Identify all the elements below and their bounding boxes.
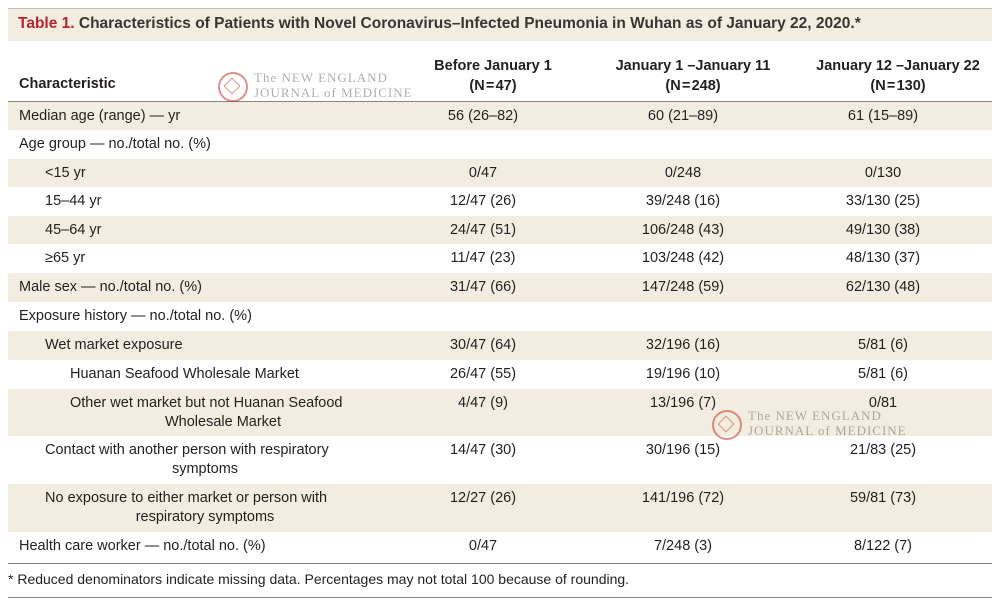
table-row: Wet market exposure 30/47 (64) 32/196 (1… [8,331,992,360]
header-col2-line1: January 1 –January 11 [615,58,771,74]
table-title-bar: Table 1. Characteristics of Patients wit… [8,8,992,42]
cell-col2: 0/248 [664,165,702,181]
row-label: 45–64 yr [45,222,102,238]
cell-col2: 103/248 (42) [641,250,725,266]
table-title-text: Characteristics of Patients with Novel C… [78,15,861,32]
table-title: Table 1. Characteristics of Patients wit… [18,15,861,33]
header-before-jan-1: Before January 1 (N = 47) [393,56,593,96]
table-row: Male sex — no./total no. (%) 31/47 (66) … [8,273,992,302]
table-row: Age group — no./total no. (%) [8,130,992,159]
header-rule [8,101,992,102]
table-row: 15–44 yr 12/47 (26) 39/248 (16) 33/130 (… [8,187,992,216]
table-footnote: * Reduced denominators indicate missing … [8,571,630,587]
cell-col3: 48/130 (37) [845,250,921,266]
cell-col3: 62/130 (48) [845,279,921,295]
cell-col1: 0/47 [468,538,498,554]
row-label-line1: Contact with another person with respira… [45,442,329,458]
row-label-line1: Other wet market but not Huanan Seafood [70,395,343,411]
cell-col3: 5/81 (6) [858,366,908,382]
cell-col1: 56 (26–82) [447,108,519,124]
table-label: Table 1. [18,15,75,32]
table-row: 45–64 yr 24/47 (51) 106/248 (43) 49/130 … [8,216,992,244]
cell-col3: 5/81 (6) [858,337,908,353]
cell-col2: 7/248 (3) [653,538,713,554]
row-label: <15 yr [45,165,86,181]
header-jan-1-11: January 1 –January 11 (N = 248) [583,56,803,96]
row-label: Age group — no./total no. (%) [19,136,211,152]
header-col2-line2: (N = 248) [665,78,721,94]
cell-col2: 106/248 (43) [641,222,725,238]
table-row: ≥65 yr 11/47 (23) 103/248 (42) 48/130 (3… [8,244,992,273]
row-label: Huanan Seafood Wholesale Market [70,366,299,382]
header-col1-line2: (N = 47) [469,78,517,94]
cell-col1: 11/47 (23) [450,250,516,266]
row-label: Wet market exposure [45,337,183,353]
header-col1-line1: Before January 1 [434,58,552,74]
row-label: Median age (range) — yr [19,108,181,124]
row-label: Health care worker — no./total no. (%) [19,538,266,554]
cell-col2: 39/248 (16) [645,193,721,209]
row-label-line2: respiratory symptoms [135,509,275,525]
table-row: Exposure history — no./total no. (%) [8,302,992,331]
table-row: <15 yr 0/47 0/248 0/130 [8,159,992,187]
row-label: 15–44 yr [45,193,102,209]
cell-col1: 26/47 (55) [449,366,517,382]
row-label: ≥65 yr [45,250,86,266]
row-label-line1: No exposure to either market or person w… [45,490,328,506]
table-row: Huanan Seafood Wholesale Market 26/47 (5… [8,360,992,389]
table-header: Characteristic Before January 1 (N = 47)… [8,41,992,101]
row-label: Male sex — no./total no. (%) [19,279,202,295]
cell-col1: 4/47 (9) [458,395,508,411]
cell-col2: 141/196 (72) [641,490,725,506]
cell-col1: 30/47 (64) [449,337,517,353]
table-row: Other wet market but not Huanan Seafood … [8,389,992,436]
cell-col3: 61 (15–89) [847,108,919,124]
cell-col1: 12/47 (26) [449,193,517,209]
cell-col1: 14/47 (30) [449,442,517,458]
cell-col2: 32/196 (16) [645,337,721,353]
header-characteristic: Characteristic [19,76,116,92]
header-col3-line1: January 12 –January 22 [816,58,980,74]
cell-col2: 30/196 (15) [645,442,721,458]
table-row: Health care worker — no./total no. (%) 0… [8,532,992,562]
cell-col2: 13/196 (7) [649,395,717,411]
cell-col3: 0/81 [868,395,898,411]
header-col3-line2: (N = 130) [870,78,926,94]
cell-col1: 12/27 (26) [449,490,517,506]
cell-col1: 31/47 (66) [449,279,517,295]
table-row: No exposure to either market or person w… [8,484,992,532]
footnote-rule [8,597,992,598]
table-bottom-rule [8,563,992,564]
header-jan-12-22: January 12 –January 22 (N = 130) [788,56,1000,96]
cell-col1: 24/47 (51) [449,222,517,238]
cell-col3: 8/122 (7) [853,538,913,554]
cell-col2: 60 (21–89) [647,108,719,124]
cell-col3: 0/130 [864,165,902,181]
table-row: Contact with another person with respira… [8,436,992,484]
row-label-line2: symptoms [171,461,239,477]
cell-col2: 19/196 (10) [645,366,721,382]
cell-col3: 59/81 (73) [849,490,917,506]
table-row: Median age (range) — yr 56 (26–82) 60 (2… [8,102,992,130]
cell-col1: 0/47 [468,165,498,181]
cell-col2: 147/248 (59) [641,279,725,295]
cell-col3: 33/130 (25) [845,193,921,209]
row-label-line2: Wholesale Market [164,414,282,430]
row-label: Exposure history — no./total no. (%) [19,308,252,324]
cell-col3: 21/83 (25) [849,442,917,458]
cell-col3: 49/130 (38) [845,222,921,238]
